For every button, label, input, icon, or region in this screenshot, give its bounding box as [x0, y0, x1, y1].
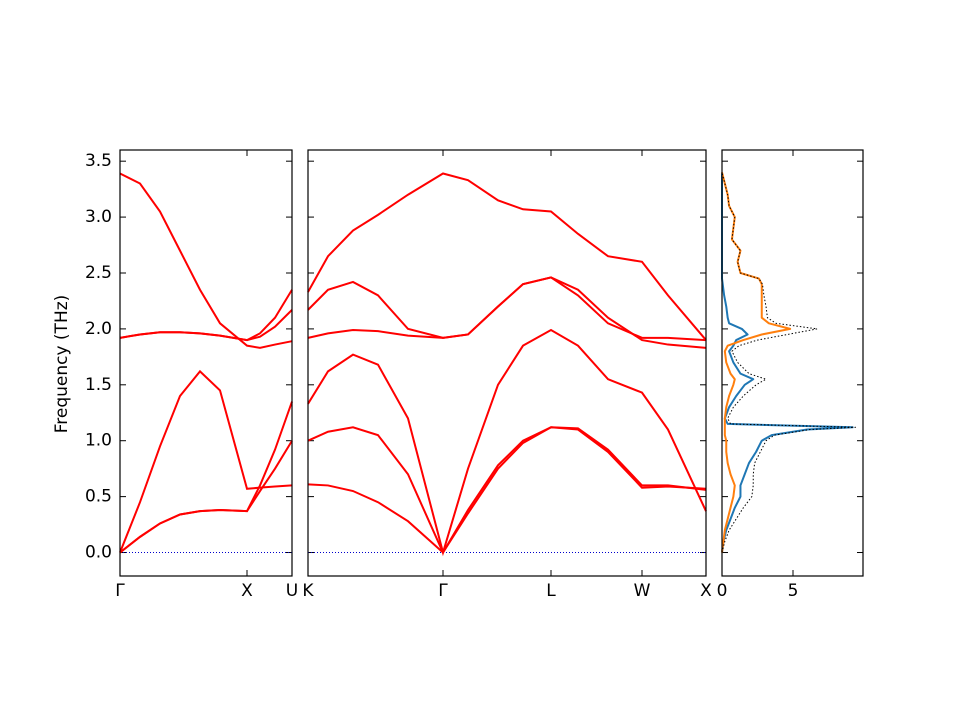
x-tick-label: 0: [717, 581, 728, 601]
y-axis-label: Frequency (THz): [52, 295, 72, 434]
dos-curve: [721, 172, 792, 553]
y-tick-label: 0.0: [85, 543, 112, 563]
band: [119, 309, 293, 342]
band: [119, 401, 293, 554]
dos-curve: [721, 172, 856, 553]
band: [307, 426, 707, 555]
x-tick-label: L: [546, 581, 556, 601]
band: [307, 276, 707, 342]
x-tick-label: W: [634, 581, 651, 601]
y-tick-label: 1.0: [85, 431, 112, 451]
band: [307, 172, 707, 341]
y-tick-label: 3.0: [85, 207, 112, 227]
x-tick-label: 5: [788, 581, 799, 601]
axes-frame: [307, 149, 707, 577]
y-tick-label: 2.5: [85, 263, 112, 283]
y-tick-label: 2.0: [85, 319, 112, 339]
axes-frame: [119, 149, 293, 577]
dos-curve: [721, 172, 854, 553]
x-tick-label: Γ: [115, 581, 125, 601]
band: [307, 328, 707, 557]
band: [119, 172, 293, 349]
x-tick-label: X: [241, 581, 253, 601]
band: [307, 276, 707, 349]
y-tick-label: 1.5: [85, 375, 112, 395]
axes-frame: [721, 149, 864, 577]
band: [307, 426, 707, 555]
x-tick-label: U: [286, 581, 298, 601]
y-tick-label: 3.5: [85, 151, 112, 171]
x-tick-label: Γ: [438, 581, 448, 601]
band: [119, 440, 293, 554]
x-tick-label: X: [700, 581, 712, 601]
band: [119, 369, 293, 553]
x-tick-label: K: [302, 581, 314, 601]
y-tick-label: 0.5: [85, 487, 112, 507]
